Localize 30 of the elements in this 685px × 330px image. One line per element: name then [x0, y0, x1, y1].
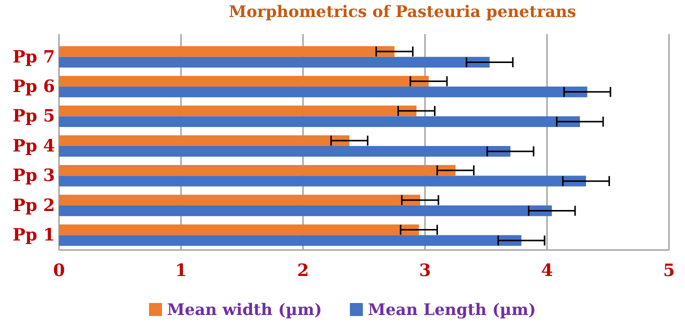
bar: [59, 165, 456, 176]
bar: [59, 116, 580, 127]
bar: [59, 56, 490, 68]
chart-title: Morphometrics of Pasteuria penetrans: [228, 2, 576, 21]
y-tick-label: Pp 2: [12, 196, 55, 216]
bar: [59, 76, 429, 87]
x-tick-label: 3: [419, 261, 431, 282]
bar: [59, 194, 420, 206]
legend-label: Mean width (µm): [167, 300, 322, 319]
bar: [59, 146, 510, 157]
bar: [59, 106, 416, 116]
y-tick-label: Pp 5: [12, 106, 55, 127]
y-tick-label: Pp 3: [12, 166, 55, 186]
x-tick-label: 5: [663, 261, 675, 282]
x-tick-label: 2: [297, 261, 309, 282]
bar: [59, 176, 586, 186]
bar: [59, 224, 419, 236]
x-tick-label: 4: [541, 261, 554, 282]
y-tick-label: Pp 6: [12, 77, 55, 98]
bar: [59, 86, 588, 98]
y-tick-label: Pp 7: [12, 47, 55, 68]
x-tick-label: 0: [53, 261, 66, 282]
bar: [59, 235, 522, 246]
y-tick-label: Pp 4: [12, 136, 56, 156]
x-tick-label: 1: [175, 261, 187, 282]
y-tick-label: Pp 1: [12, 226, 55, 246]
bar: [59, 205, 552, 216]
legend-label: Mean Length (µm): [368, 300, 536, 319]
bar: [59, 135, 350, 146]
bar: [59, 46, 394, 57]
